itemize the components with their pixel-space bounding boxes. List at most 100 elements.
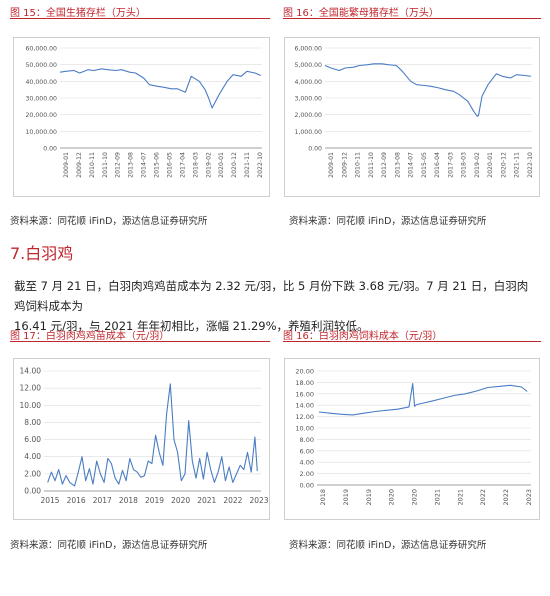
feed-cost-chart: 20.00 18.00 16.00 14.00 12.00 10.00 8.00 6.00 4.…	[284, 358, 540, 520]
figure-16-rule	[283, 18, 541, 19]
x-tick-label: 2015-06	[154, 152, 161, 178]
x-tick-label: 2013-08	[128, 152, 135, 178]
body-paragraph: 截至 7 月 21 日，白羽肉鸡鸡苗成本为 2.32 元/羽，比 5 月份下跌 …	[14, 276, 539, 336]
sow-inventory-chart: 6,000.00 5,000.00 4,000.00 3,000.00 2,000.00…	[284, 37, 540, 197]
x-tick-label: 2010-11	[89, 152, 96, 178]
figure-16b-source: 资料来源：同花顺 iFinD，源达信息证券研究所	[289, 540, 487, 551]
x-tick-label: 2020-12	[500, 152, 507, 178]
x-tick-label: 2016-04	[434, 152, 441, 178]
y-tick-label: 0.00	[308, 146, 322, 153]
y-tick-label: 3,000.00	[294, 96, 322, 103]
x-tick-label: 2018-03	[461, 152, 468, 178]
x-tick-label: 2020	[388, 489, 396, 506]
y-tick-label: 20,000.00	[26, 112, 58, 119]
x-tick-label: 2019	[145, 496, 164, 505]
x-tick-label: 2014-07	[141, 152, 148, 178]
y-tick-label: 2.00	[24, 469, 41, 478]
body-paragraph-line-2: 16.41 元/羽，与 2021 年年初相比，涨幅 21.29%，养殖利润较低。	[14, 319, 369, 333]
y-tick-label: 18.00	[295, 379, 314, 387]
x-tick-label: 2019	[365, 489, 373, 506]
y-tick-label: 14.00	[295, 402, 314, 410]
feed-cost-svg: 20.00 18.00 16.00 14.00 12.00 10.00 8.00 6.00 4.…	[295, 368, 533, 506]
y-tick-label: 6.00	[300, 447, 314, 455]
x-tick-label: 2020	[411, 489, 419, 506]
y-tick-label: 50,000.00	[26, 62, 58, 69]
x-tick-label: 2018-03	[192, 152, 199, 178]
y-tick-label: 12.00	[20, 384, 42, 393]
x-tick-label: 2016-05	[166, 152, 173, 178]
figure-17-rule	[10, 341, 270, 342]
x-tick-label: 2020-01	[218, 152, 225, 178]
y-tick-label: 2,000.00	[294, 112, 322, 119]
x-tick-label: 2020	[171, 496, 190, 505]
x-tick-label: 2015	[40, 496, 59, 505]
figure-15-source: 资料来源：同花顺 iFinD，源达信息证券研究所	[10, 216, 208, 227]
y-tick-label: 40,000.00	[26, 79, 58, 86]
y-tick-label: 2.00	[300, 470, 314, 478]
x-tick-label: 2015-05	[421, 152, 428, 178]
x-tick-label: 2022	[479, 489, 487, 506]
x-tick-label: 2021	[456, 489, 464, 506]
x-tick-label: 2021-11	[244, 152, 251, 178]
figure-15-title: 图 15：全国生猪存栏（万头）	[10, 8, 146, 19]
x-tick-label: 2022	[502, 489, 510, 506]
x-tick-label: 2023	[525, 489, 533, 506]
pig-inventory-chart: 60,000.00 50,000.00 40,000.00 30,000.00 20,0…	[13, 37, 270, 197]
x-tick-label: 2020-01	[487, 152, 494, 178]
x-tick-label: 2010-11	[355, 152, 362, 178]
y-tick-label: 12.00	[295, 413, 314, 421]
series-line	[47, 383, 258, 487]
x-tick-label: 2017-03	[447, 152, 454, 178]
series-line	[59, 68, 262, 109]
y-tick-label: 10.00	[20, 401, 42, 410]
y-tick-label: 4.00	[300, 459, 314, 467]
x-tick-label: 2016	[67, 496, 86, 505]
figure-17-title: 图 17：白羽肉鸡鸡苗成本（元/羽）	[10, 331, 170, 342]
series-line	[318, 382, 528, 416]
chick-cost-chart: 14.00 12.00 10.00 8.00 6.00 4.00 2.00 0.00 2015 2…	[13, 358, 270, 520]
x-tick-label: 2011-10	[102, 152, 109, 178]
x-tick-label: 2017-04	[179, 152, 186, 178]
body-paragraph-line-1: 截至 7 月 21 日，白羽肉鸡鸡苗成本为 2.32 元/羽，比 5 月份下跌 …	[14, 279, 529, 313]
y-tick-label: 4.00	[24, 452, 41, 461]
x-tick-label: 2021	[433, 489, 441, 506]
y-tick-label: 30,000.00	[26, 96, 58, 103]
y-tick-label: 1,000.00	[294, 129, 322, 136]
x-tick-label: 2018	[119, 496, 138, 505]
x-tick-label: 2019	[342, 489, 350, 506]
y-tick-label: 0.00	[300, 482, 314, 490]
x-tick-label: 2022	[223, 496, 242, 505]
x-tick-label: 2009-12	[76, 152, 83, 178]
x-tick-label: 2011-10	[368, 152, 375, 178]
x-tick-label: 2022-10	[527, 152, 534, 178]
x-tick-label: 2014-07	[408, 152, 415, 178]
y-tick-label: 6,000.00	[294, 46, 322, 53]
y-tick-label: 0.00	[24, 487, 41, 496]
x-tick-label: 2012-09	[115, 152, 122, 178]
sow-inventory-svg: 6,000.00 5,000.00 4,000.00 3,000.00 2,000.00…	[294, 46, 534, 178]
x-tick-label: 2020-12	[231, 152, 238, 178]
x-tick-label: 2009-12	[341, 152, 348, 178]
y-tick-label: 5,000.00	[294, 62, 322, 69]
figure-17-source: 资料来源：同花顺 iFinD，源达信息证券研究所	[10, 540, 208, 551]
y-tick-label: 8.00	[24, 418, 41, 427]
x-tick-label: 2013-08	[394, 152, 401, 178]
pig-inventory-svg: 60,000.00 50,000.00 40,000.00 30,000.00 20,0…	[26, 46, 265, 178]
x-tick-label: 2022-10	[257, 152, 264, 178]
y-tick-label: 20.00	[295, 368, 314, 376]
figure-16b-rule	[283, 341, 541, 342]
x-tick-label: 2023	[249, 496, 268, 505]
y-tick-label: 6.00	[24, 435, 41, 444]
figure-15-rule	[10, 18, 270, 19]
x-tick-label: 2009-01	[328, 152, 335, 178]
section-title: 7.白羽鸡	[10, 244, 74, 263]
y-tick-label: 8.00	[300, 436, 314, 444]
figure-16b-title: 图 16：白羽肉鸡饲料成本（元/羽）	[283, 331, 443, 342]
y-tick-label: 16.00	[295, 390, 314, 398]
y-tick-label: 4,000.00	[294, 79, 322, 86]
x-tick-label: 2021-11	[514, 152, 521, 178]
y-tick-label: 0.00	[43, 146, 57, 153]
figure-16-title: 图 16：全国能繁母猪存栏（万头）	[283, 8, 439, 19]
y-tick-label: 10.00	[295, 425, 314, 433]
